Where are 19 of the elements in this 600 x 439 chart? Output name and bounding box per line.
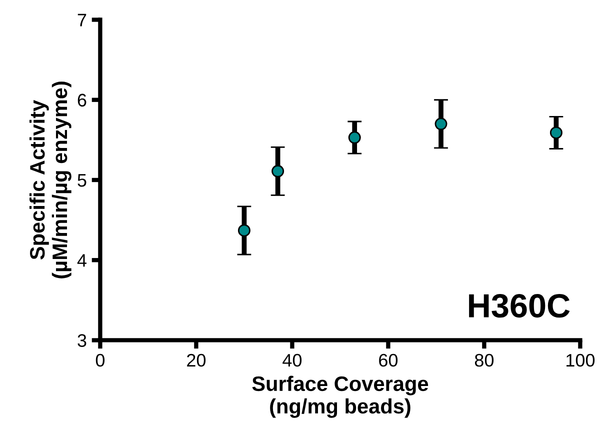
x-axis-title: Surface Coverage (ng/mg beads) bbox=[252, 376, 428, 418]
point bbox=[238, 224, 250, 237]
x-tick-label: 40 bbox=[282, 354, 302, 367]
x-tick-label: 20 bbox=[187, 354, 206, 367]
y-axis-title: Specific Activity (µM/min/µg enzyme) bbox=[29, 82, 72, 278]
y-tick-label: 7 bbox=[78, 14, 86, 26]
y-tick-label: 4 bbox=[77, 254, 86, 267]
y-tick-label: 3 bbox=[78, 334, 86, 347]
point bbox=[434, 118, 448, 130]
y-tick-label: 5 bbox=[78, 174, 86, 187]
y-tick-label: 6 bbox=[78, 94, 86, 107]
point bbox=[272, 164, 284, 178]
annotation: H360C bbox=[469, 294, 570, 318]
point bbox=[348, 131, 361, 144]
x-tick-label: 80 bbox=[474, 354, 494, 367]
point bbox=[550, 126, 562, 139]
x-tick-label: 100 bbox=[566, 354, 595, 367]
x-tick-label: 0 bbox=[96, 354, 105, 367]
x-tick-label: 60 bbox=[379, 354, 398, 367]
